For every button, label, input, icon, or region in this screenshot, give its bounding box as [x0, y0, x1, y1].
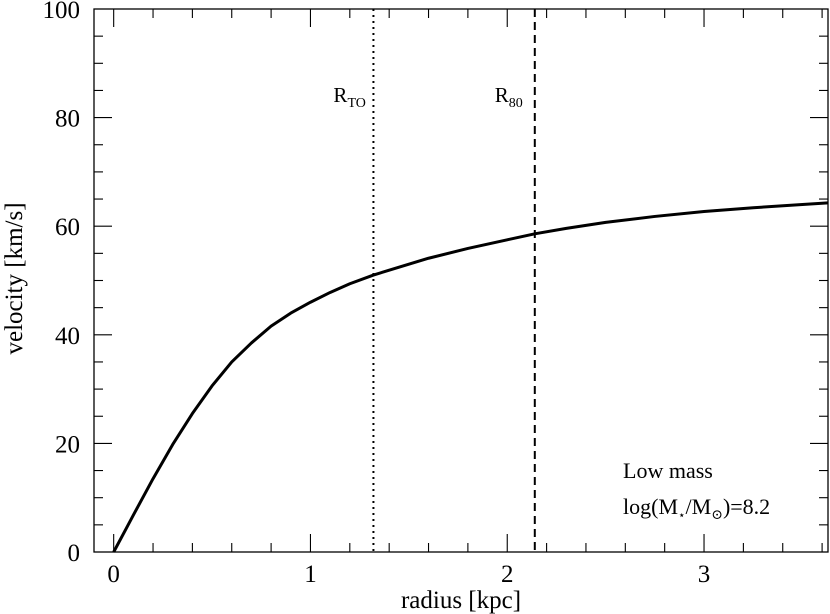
annotation-line2-prefix: log(M [623, 494, 678, 519]
reference-label-sub: TO [347, 96, 365, 111]
y-tick-label: 80 [55, 106, 80, 133]
y-axis-label: velocity [km/s] [1, 202, 28, 354]
annotation-line2-suffix: )=8.2 [723, 494, 770, 519]
reference-label-main: R [495, 83, 509, 107]
reference-label-sub: 80 [509, 96, 523, 111]
annotation-line2-mid: /M [686, 494, 712, 519]
reference-label-main: R [333, 83, 347, 107]
annotation-sun: ⊙ [711, 508, 723, 523]
y-tick-label: 60 [55, 214, 80, 241]
annotation-mass: log(M⋆/M⊙)=8.2 [623, 494, 770, 523]
annotation-star: ⋆ [678, 508, 686, 522]
y-tick-label: 40 [55, 323, 80, 350]
x-tick-label: 3 [698, 561, 711, 588]
x-tick-label: 0 [107, 561, 120, 588]
y-tick-label: 0 [68, 540, 81, 567]
x-tick-label: 2 [501, 561, 514, 588]
plot-frame [93, 8, 829, 553]
rotation-curve-line [112, 201, 829, 553]
x-axis-label: radius [kpc] [401, 587, 521, 614]
y-tick-label: 20 [55, 431, 80, 458]
reference-label-80: R80 [495, 83, 523, 111]
annotation-label: Low mass [623, 458, 713, 483]
x-tick-label: 1 [304, 561, 317, 588]
y-tick-label: 100 [43, 0, 81, 24]
reference-label-to: RTO [333, 83, 365, 111]
